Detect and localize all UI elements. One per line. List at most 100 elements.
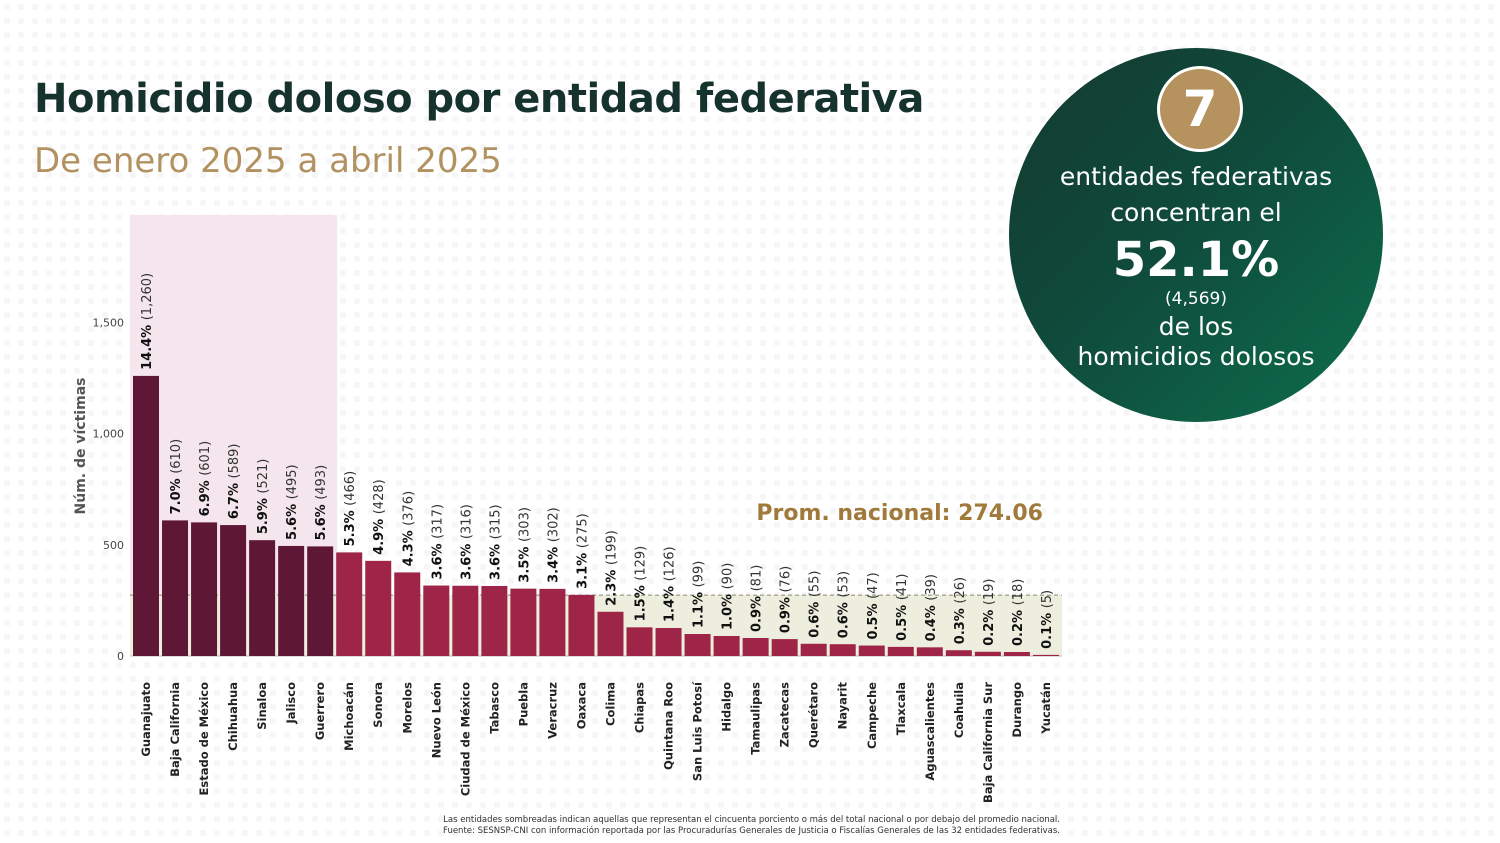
data-label-count: (19) xyxy=(982,578,997,605)
data-label-count: (589) xyxy=(227,444,242,479)
average-label: Prom. nacional: 274.06 xyxy=(756,501,1043,526)
data-label-percent: 0.1% xyxy=(1040,608,1055,649)
category-label: Durango xyxy=(1010,682,1024,738)
bar xyxy=(1032,654,1059,656)
bar xyxy=(510,588,537,656)
category-label: Yucatán xyxy=(1039,682,1053,735)
data-label-count: (428) xyxy=(372,479,387,514)
data-label: 0.5% (41) xyxy=(895,574,910,641)
data-label-percent: 3.5% xyxy=(517,542,532,583)
data-label-percent: 6.9% xyxy=(198,476,213,517)
footnote: Las entidades sombreadas indican aquella… xyxy=(300,815,1060,837)
category-label: San Luis Potosí xyxy=(691,681,705,781)
y-tick-label: 1,000 xyxy=(93,428,125,441)
data-label-percent: 0.2% xyxy=(982,605,997,646)
data-label-percent: 0.6% xyxy=(808,597,823,638)
data-label: 0.9% (76) xyxy=(779,566,794,633)
data-label: 1.0% (90) xyxy=(721,563,736,630)
category-label: Zacatecas xyxy=(778,682,792,748)
data-label: 0.5% (47) xyxy=(866,572,881,639)
page-title: Homicidio doloso por entidad federativa xyxy=(34,76,924,122)
bar xyxy=(191,522,218,656)
bar xyxy=(713,635,740,656)
category-label: Baja California xyxy=(168,682,182,777)
bar xyxy=(829,644,856,656)
data-label-count: (76) xyxy=(779,566,794,593)
category-label: Guanajuato xyxy=(139,682,153,757)
bar xyxy=(394,572,421,656)
data-label-percent: 0.9% xyxy=(750,591,765,632)
data-label: 0.1% (5) xyxy=(1040,590,1055,649)
data-label: 14.4% (1,260) xyxy=(140,273,155,370)
data-label-count: (81) xyxy=(750,565,765,592)
category-label: Nuevo León xyxy=(429,682,443,758)
data-label-percent: 0.5% xyxy=(895,600,910,641)
data-label: 3.1% (275) xyxy=(575,513,590,589)
bar xyxy=(771,639,798,656)
data-label-count: (466) xyxy=(343,471,358,506)
category-label: Ciudad de México xyxy=(458,682,472,796)
data-label: 0.6% (53) xyxy=(837,571,852,638)
data-label-percent: 5.3% xyxy=(343,506,358,547)
bar xyxy=(684,633,711,656)
callout-count: (4,569) xyxy=(1165,289,1227,309)
data-label-count: (303) xyxy=(517,507,532,542)
data-label: 0.4% (39) xyxy=(924,574,939,641)
data-label-count: (601) xyxy=(198,441,213,476)
callout-line-3: de los xyxy=(1158,312,1234,341)
data-label-count: (55) xyxy=(808,570,823,597)
category-label: Baja California Sur xyxy=(981,682,995,803)
bar xyxy=(365,560,392,656)
data-label-percent: 1.4% xyxy=(663,581,678,622)
data-label: 0.6% (55) xyxy=(808,570,823,637)
bar xyxy=(278,545,305,656)
category-label: Morelos xyxy=(400,682,414,734)
callout-line-1: entidades federativas xyxy=(1059,162,1333,191)
data-label: 4.9% (428) xyxy=(372,479,387,555)
data-label-count: (47) xyxy=(866,572,881,599)
data-label: 2.3% (199) xyxy=(604,530,619,606)
category-label: Tlaxcala xyxy=(894,682,908,735)
category-label: Estado de México xyxy=(197,682,211,796)
data-label: 0.2% (19) xyxy=(982,578,997,645)
data-label-count: (317) xyxy=(430,504,445,539)
category-label: Tamaulipas xyxy=(749,682,763,755)
data-label-count: (99) xyxy=(692,561,707,588)
data-label-percent: 5.6% xyxy=(314,500,329,541)
data-label-percent: 3.1% xyxy=(575,548,590,589)
data-label-count: (41) xyxy=(895,574,910,601)
data-label-count: (610) xyxy=(169,439,184,474)
y-tick-label: 500 xyxy=(103,539,124,552)
footnote-source: Fuente: SESNSP-CNI con información repor… xyxy=(443,826,1060,836)
data-label: 5.6% (493) xyxy=(314,465,329,541)
bar xyxy=(800,643,827,656)
data-label-percent: 0.2% xyxy=(1011,605,1026,646)
bar xyxy=(887,646,914,656)
bar xyxy=(974,651,1001,656)
data-label: 3.4% (302) xyxy=(546,507,561,583)
data-label-percent: 4.9% xyxy=(372,514,387,555)
bar xyxy=(307,546,334,656)
data-label: 6.7% (589) xyxy=(227,444,242,520)
data-label-percent: 1.0% xyxy=(721,589,736,630)
y-tick-label: 0 xyxy=(117,650,124,663)
data-label-percent: 3.6% xyxy=(459,539,474,580)
category-label: Michoacán xyxy=(342,682,356,751)
data-label: 1.5% (129) xyxy=(634,546,649,622)
bar xyxy=(481,585,508,656)
bar xyxy=(655,627,682,656)
data-label: 0.3% (26) xyxy=(953,577,968,644)
data-label-count: (493) xyxy=(314,465,329,500)
bar xyxy=(133,375,159,656)
data-label-percent: 5.6% xyxy=(285,499,300,540)
bar xyxy=(162,520,189,656)
data-label-percent: 7.0% xyxy=(169,474,184,515)
data-label-count: (302) xyxy=(546,507,561,542)
bar xyxy=(249,540,276,656)
bar xyxy=(539,588,566,656)
summary-callout: 7 entidades federativas concentran el 52… xyxy=(1009,48,1383,422)
category-label: Campeche xyxy=(865,682,879,749)
data-label: 7.0% (610) xyxy=(169,439,184,515)
bar xyxy=(742,637,769,656)
